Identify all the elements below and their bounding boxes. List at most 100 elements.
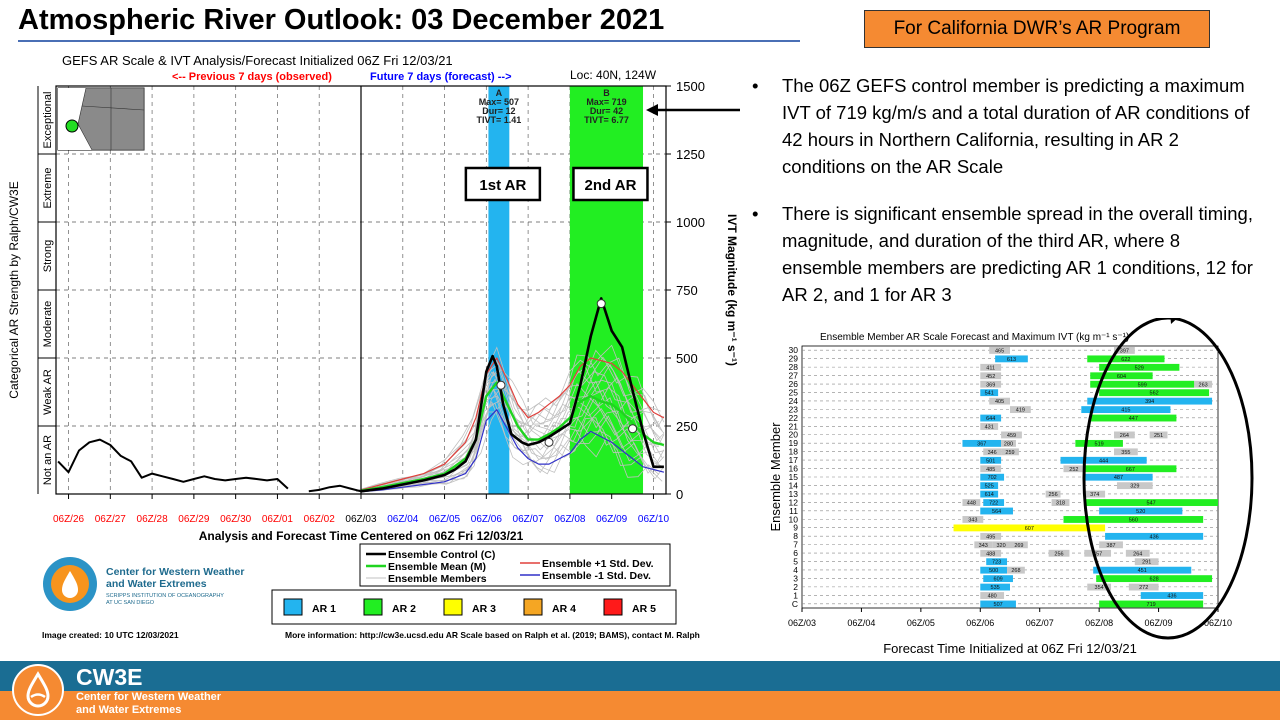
ensemble-ar-bar [980, 423, 999, 430]
ensemble-ar-bar [1048, 549, 1070, 557]
ensemble-bar-label: 252 [1069, 467, 1078, 473]
member-label: 5 [793, 557, 798, 567]
series-marker [496, 380, 506, 390]
ar-legend-label: AR 2 [392, 603, 416, 615]
plus-std-line [360, 357, 665, 491]
ar-event-letter: B [603, 88, 610, 98]
title-divider [18, 40, 800, 42]
member-label: 10 [789, 514, 799, 524]
ensemble-y-axis-title: Ensemble Member [768, 422, 783, 532]
ensemble-x-tick-label: 06Z/04 [847, 618, 875, 628]
bullet-dot: • [752, 75, 759, 96]
series-marker [596, 299, 606, 309]
footer-brand: CW3E [76, 664, 143, 690]
x-tick-label: 06Z/08 [554, 514, 586, 525]
ensemble-bar-label: 525 [985, 484, 994, 490]
image-created-label: Image created: 10 UTC 12/03/2021 [42, 630, 179, 640]
ensemble-bar-label: 369 [986, 382, 995, 388]
ensemble-bar-label: 622 [1121, 357, 1130, 363]
program-badge: For California DWR’s AR Program [864, 10, 1210, 48]
ensemble-bar-label: 465 [995, 348, 1004, 354]
ensemble-bar-label: 346 [988, 450, 997, 456]
ensemble-ar-bar [1084, 473, 1153, 481]
ensemble-ar-bar [1093, 566, 1192, 574]
ensemble-x-tick-label: 06Z/10 [1204, 618, 1232, 628]
ensemble-ar-bar [1051, 499, 1070, 506]
ensemble-bar-label: 436 [1150, 534, 1159, 540]
ar-event-max: Max= 719 [586, 97, 626, 107]
ensemble-ar-bar [1060, 456, 1147, 464]
ensemble-ar-bar [995, 355, 1028, 363]
location-marker-icon [65, 119, 79, 133]
ensemble-bar-label: 560 [1129, 517, 1138, 523]
ensemble-bar-label: 419 [1016, 408, 1025, 414]
legend-label: Ensemble -1 Std. Dev. [542, 570, 651, 582]
ensemble-ar-bar [1010, 406, 1031, 414]
ensemble-ar-bar [1063, 465, 1085, 473]
ensemble-ar-bar [1099, 389, 1210, 397]
ensemble-bar-label: 604 [1117, 374, 1126, 380]
bullet-ensemble-spread: • There is significant ensemble spread i… [752, 200, 1262, 308]
ensemble-ar-bar [1001, 431, 1022, 439]
ar-callout-box [464, 166, 542, 202]
ensemble-bar-label: 667 [1126, 467, 1135, 473]
ensemble-ar-bar [1114, 347, 1135, 354]
ensemble-bar-label: 394 [1145, 399, 1154, 405]
ensemble-bar-label: 719 [1147, 602, 1156, 608]
ensemble-ar-bar [980, 490, 999, 498]
member-label: 14 [789, 480, 799, 490]
ensemble-ar-bar [980, 363, 1002, 371]
ensemble-bar-label: 535 [991, 585, 1000, 591]
ensemble-bar-label: 415 [1121, 408, 1130, 414]
x-tick-label: 06Z/02 [304, 514, 336, 525]
ar-legend-swatch [363, 598, 383, 616]
gefs-axes: Not an AR Weak AR Moderate Strong Extreme Exc… [7, 79, 739, 543]
ensemble-member-line [362, 356, 665, 491]
ensemble-ar-bar [989, 347, 1010, 354]
member-label: 1 [793, 590, 798, 600]
ar-event-dur: Dur= 42 [590, 106, 623, 116]
ensemble-bar-label: 263 [1199, 382, 1208, 388]
legend-label: Ensemble Control (C) [388, 549, 495, 561]
ensemble-bar-label: 411 [986, 365, 995, 371]
ensemble-ar-bar [1114, 448, 1138, 456]
ensemble-bar-label: 272 [1139, 585, 1148, 591]
ensemble-bar-label: 452 [986, 374, 995, 380]
ensemble-x-tick-label: 06Z/08 [1085, 618, 1113, 628]
ensemble-ar-bar [1081, 406, 1171, 414]
member-label: 26 [789, 379, 799, 389]
ensemble-ar-bar [980, 566, 1008, 574]
legend-label: Ensemble Mean (M) [388, 561, 486, 573]
ensemble-bar-label: 459 [1007, 433, 1016, 439]
ensemble-bar-label: 367 [977, 441, 986, 447]
ensemble-ar-bar [953, 524, 1106, 532]
ensemble-ar-bar [980, 465, 1002, 473]
ar-event-tivt: TIVT= 1.41 [476, 115, 521, 125]
member-label: 11 [789, 506, 798, 516]
ensemble-ar-bar [1099, 600, 1204, 608]
ensemble-ar-bar [1084, 499, 1218, 506]
ensemble-x-axis-title: Forecast Time Initialized at 06Z Fri 12/… [883, 641, 1137, 656]
ensemble-ar-bar [1099, 541, 1123, 549]
ensemble-bar-label: 436 [1167, 594, 1176, 600]
member-label: 4 [793, 565, 798, 575]
spread-arrow-head [1170, 318, 1178, 324]
ensemble-bar-label: 501 [986, 458, 995, 464]
footer-org-line-1: Center for Western Weather [76, 691, 222, 703]
ensemble-bar-label: 599 [1138, 382, 1147, 388]
ensemble-ar-bar [980, 549, 1002, 557]
ensemble-ar-bar [980, 583, 1010, 591]
ensemble-ar-bar [1194, 380, 1213, 388]
x-tick-label: 06Z/27 [95, 514, 127, 525]
ensemble-ar-bar [983, 448, 1002, 456]
member-label: 17 [789, 455, 799, 465]
ensemble-ar-bar [1084, 465, 1177, 473]
gefs-lines [57, 297, 665, 493]
ensemble-bar-label: 280 [1004, 441, 1013, 447]
ensemble-bar-label: 444 [1099, 458, 1108, 464]
ar-legend-swatch [603, 598, 623, 616]
y-tick-label: 0 [676, 487, 683, 502]
x-tick-label: 06Z/04 [387, 514, 419, 525]
